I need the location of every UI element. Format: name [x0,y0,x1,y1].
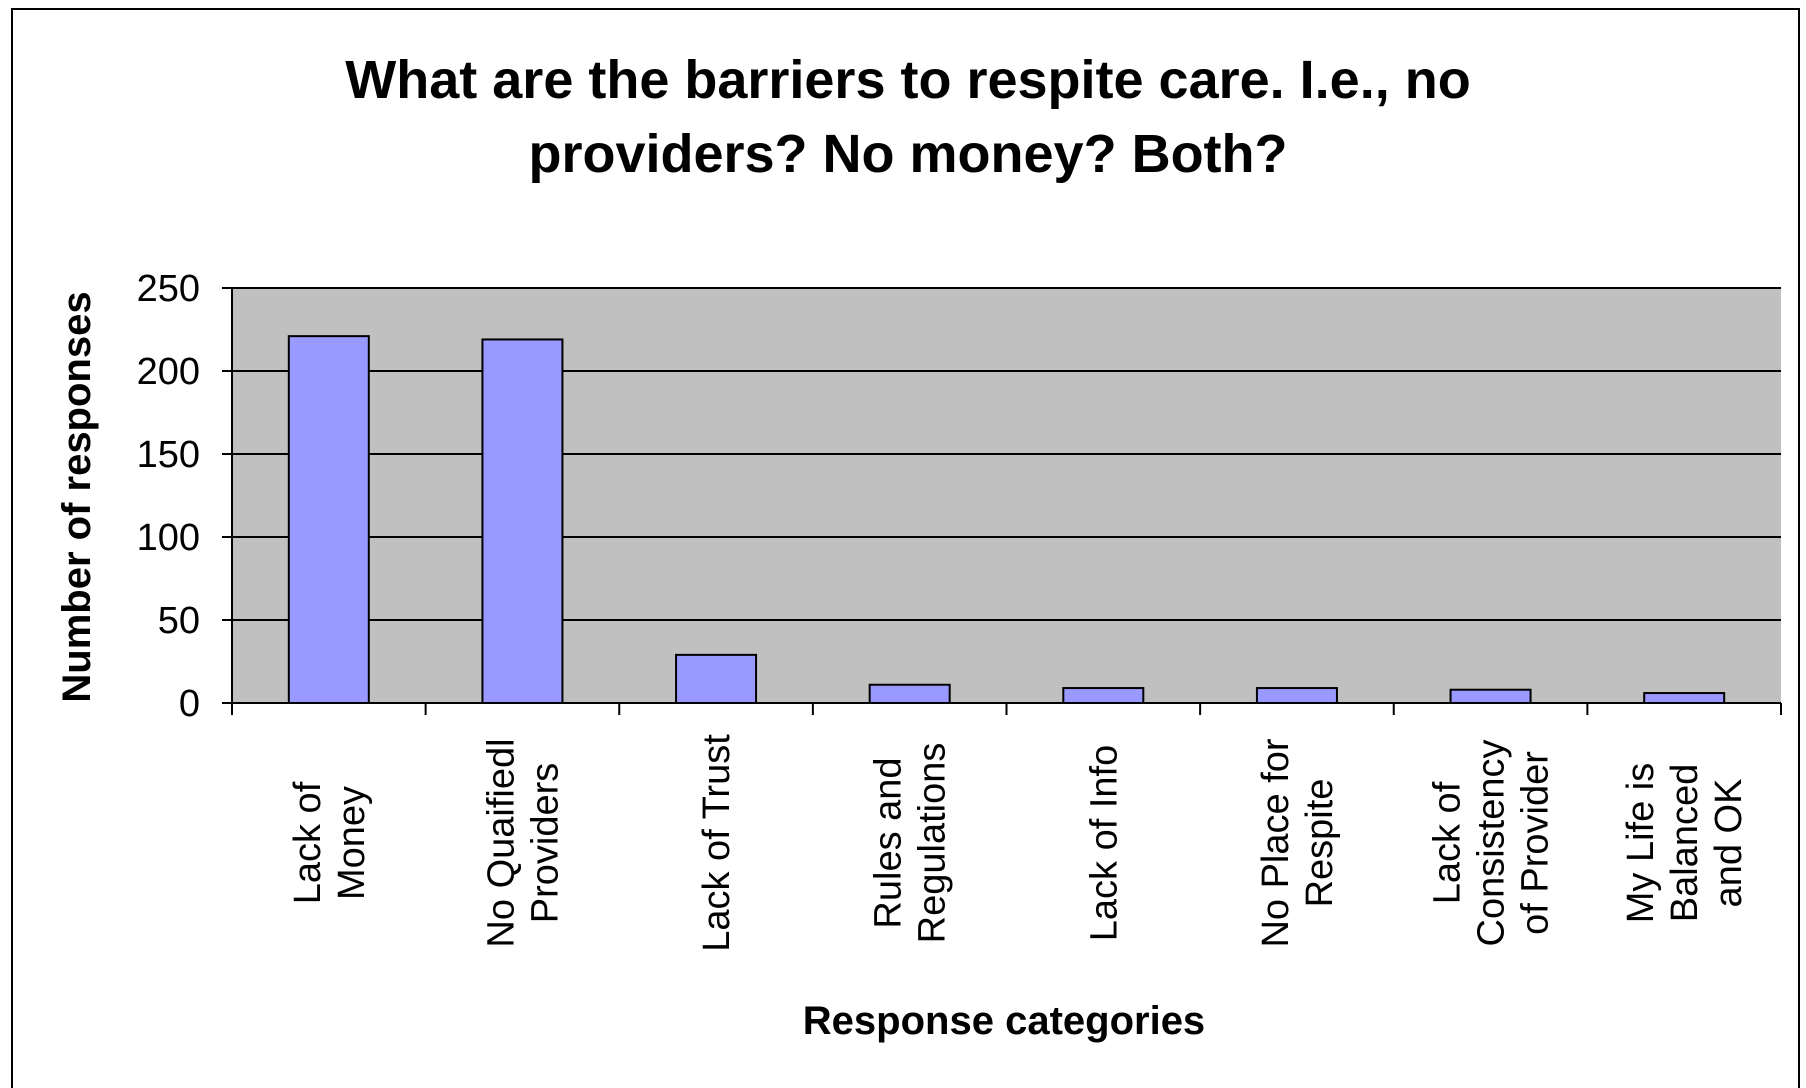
x-tick-label-line: Respite [1299,779,1341,908]
x-tick-label-line: My Life is [1620,763,1662,923]
x-tick-label-3: Lack of Trust [696,734,738,952]
x-tick-label-line: Balanced [1664,764,1706,922]
x-tick-label-5: Lack of Info [1083,745,1125,941]
bar-7 [1449,688,1532,704]
y-tick-label-250: 250 [137,268,200,310]
y-tick-label-0: 0 [179,683,200,725]
x-tick-label-2: No Quaifiedl Providers [480,738,566,947]
y-tick-label-50: 50 [158,600,200,642]
chart-title-line-2: providers? No money? Both? [528,124,1287,184]
bars [287,335,1726,704]
x-tick-label-line: of Provider [1515,751,1557,935]
bar-3 [675,653,758,704]
x-tick-label-8: My Life is Balanced and OK [1620,763,1750,923]
x-tick-label-line: Money [331,786,373,900]
y-tick-label-200: 200 [137,351,200,393]
bar-2 [481,338,564,704]
bar-1 [287,335,370,704]
x-tick-label-line: Rules and [868,757,910,928]
x-tick-label-1: Lack of Money [287,781,373,904]
x-tick-label-line: No Place for [1255,738,1297,947]
x-tick-label-4: Rules and Regulations [868,743,954,944]
x-axis-title: Response categories [803,999,1205,1043]
x-tick-label-line: Lack of Info [1083,745,1125,941]
x-tick-label-line: and OK [1708,779,1750,908]
chart-title-line-1: What are the barriers to respite care. I… [345,50,1470,110]
bar-6 [1255,687,1338,704]
axes [222,287,1782,715]
x-tick-labels: Lack of Money No Quaifiedl Providers Lack of… [287,734,1750,952]
x-tick-label-line: Lack of [1427,781,1469,904]
y-tick-label-100: 100 [137,517,200,559]
plot-area [232,288,1781,703]
y-tick-label-150: 150 [137,434,200,476]
x-tick-label-line: Consistency [1471,740,1513,947]
x-tick-label-line: Lack of Trust [696,734,738,952]
x-tick-label-line: Providers [524,763,566,924]
x-tick-label-line: No Quaifiedl [480,738,522,947]
x-tick-label-7: Lack of Consistency of Provider [1427,740,1557,947]
bar-5 [1062,687,1145,704]
bar-4 [868,683,951,704]
y-tick-labels: 0 50 100 150 200 250 [137,268,200,725]
x-tick-label-line: Regulations [912,743,954,944]
x-tick-label-line: Lack of [287,781,329,904]
x-tick-label-6: No Place for Respite [1255,738,1341,947]
y-axis-title: Number of responses [55,291,99,702]
bar-8 [1643,692,1726,704]
